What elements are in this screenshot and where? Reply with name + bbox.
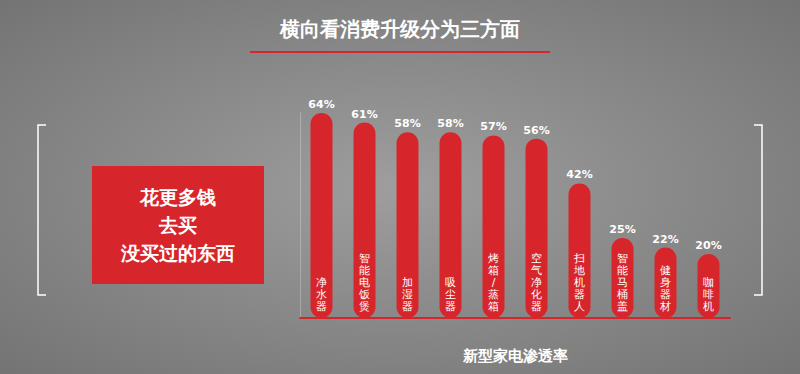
svg-text:身: 身 (660, 275, 671, 289)
svg-text:净: 净 (316, 275, 327, 289)
svg-text:桶: 桶 (617, 287, 628, 301)
svg-text:智: 智 (617, 251, 628, 265)
svg-text:电: 电 (359, 275, 370, 289)
svg-text:湿: 湿 (402, 287, 413, 301)
svg-text:加: 加 (402, 275, 413, 289)
svg-text:能: 能 (617, 263, 628, 277)
svg-text:42%: 42% (566, 168, 592, 181)
svg-text:22%: 22% (652, 233, 678, 246)
svg-text:马: 马 (617, 275, 628, 289)
svg-text:盖: 盖 (617, 300, 628, 313)
svg-text:56%: 56% (523, 124, 549, 137)
svg-text:61%: 61% (351, 108, 377, 121)
svg-text:57%: 57% (480, 120, 506, 133)
svg-text:能: 能 (359, 263, 370, 277)
svg-text:58%: 58% (437, 117, 463, 130)
svg-text:空: 空 (531, 251, 542, 265)
svg-text:器: 器 (660, 287, 671, 301)
svg-text:器: 器 (574, 287, 585, 301)
svg-text:器: 器 (316, 300, 327, 313)
svg-text:烤: 烤 (488, 251, 499, 265)
svg-text:煲: 煲 (359, 300, 370, 313)
svg-text:器: 器 (402, 300, 413, 313)
svg-text:人: 人 (574, 300, 585, 313)
svg-text:25%: 25% (609, 223, 635, 236)
svg-text:蒸: 蒸 (488, 287, 499, 301)
svg-text:化: 化 (531, 287, 542, 301)
svg-text:扫: 扫 (574, 251, 585, 265)
svg-text:尘: 尘 (445, 287, 456, 301)
svg-text:气: 气 (531, 263, 542, 277)
svg-text:水: 水 (316, 287, 327, 301)
svg-text:吸: 吸 (445, 275, 456, 289)
svg-text:花更多钱: 花更多钱 (139, 186, 216, 208)
svg-text:箱: 箱 (488, 263, 499, 277)
svg-text:没买过的东西: 没买过的东西 (120, 242, 235, 264)
svg-text:20%: 20% (695, 239, 721, 252)
svg-text:地: 地 (574, 263, 585, 277)
svg-text:材: 材 (659, 300, 671, 313)
svg-text:啡: 啡 (703, 287, 714, 301)
svg-text:智: 智 (359, 251, 370, 265)
svg-text:健: 健 (660, 263, 671, 277)
svg-text:饭: 饭 (359, 287, 370, 301)
svg-text:去买: 去买 (158, 214, 197, 236)
svg-text:净: 净 (531, 275, 542, 289)
svg-text:箱: 箱 (488, 300, 499, 313)
svg-text:咖: 咖 (703, 275, 714, 289)
svg-text:58%: 58% (394, 117, 420, 130)
svg-text:器: 器 (445, 300, 456, 313)
svg-text:64%: 64% (308, 98, 334, 111)
svg-text:新型家电渗透率: 新型家电渗透率 (462, 347, 568, 365)
svg-text:器: 器 (531, 300, 542, 313)
svg-text:机: 机 (574, 275, 585, 289)
svg-text:机: 机 (703, 300, 714, 313)
svg-text:横向看消费升级分为三方面: 横向看消费升级分为三方面 (279, 17, 520, 41)
